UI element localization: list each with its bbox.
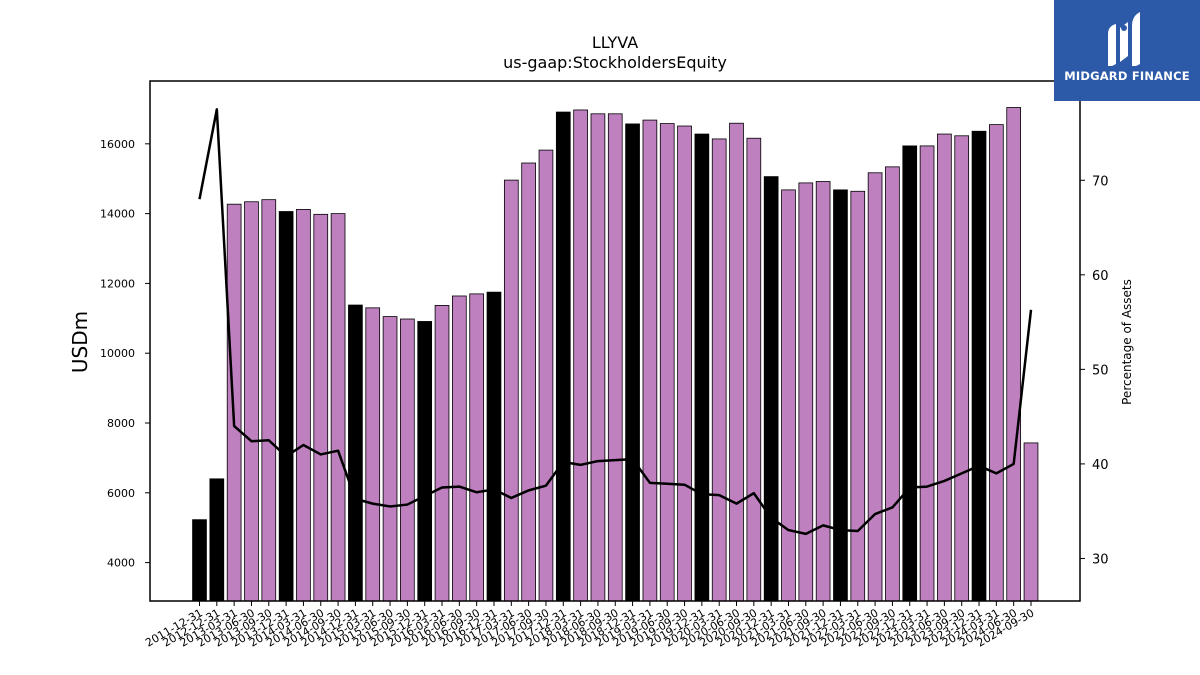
bar-2020-09-30 xyxy=(746,137,762,601)
chart-title: LLYVA xyxy=(592,33,638,52)
bar-2016-06-30 xyxy=(452,295,467,601)
bar-2024-03-31 xyxy=(989,124,1004,601)
y-tick-label: 14000 xyxy=(100,208,135,221)
bar-2018-03-31 xyxy=(573,109,588,601)
y2-tick-label: 50 xyxy=(1092,363,1109,378)
y-tick-label: 6000 xyxy=(107,487,135,500)
bars-layer xyxy=(192,107,1039,601)
bar-2015-06-30 xyxy=(382,316,398,601)
y-tick-label: 4000 xyxy=(107,557,135,570)
bar-2013-09-30 xyxy=(261,199,277,601)
y2-tick-label: 30 xyxy=(1092,552,1109,567)
y2-tick-label: 40 xyxy=(1092,458,1109,473)
bar-2015-03-31 xyxy=(365,307,381,601)
y-tick-label: 8000 xyxy=(107,417,135,430)
bar-2023-06-30 xyxy=(937,133,952,601)
bar-2013-06-30 xyxy=(244,201,259,601)
bar-2013-03-31 xyxy=(226,203,242,601)
bar-2017-12-31 xyxy=(555,111,571,601)
bar-2021-12-31 xyxy=(833,189,848,601)
bar-2017-09-30 xyxy=(538,149,554,601)
bar-2021-03-31 xyxy=(781,189,796,601)
bar-2019-03-31 xyxy=(642,119,658,601)
bar-2016-12-31 xyxy=(486,291,502,601)
bar-2020-03-31 xyxy=(711,138,727,601)
bar-2019-12-31 xyxy=(694,133,710,601)
y-tick-label: 10000 xyxy=(100,347,135,360)
bar-2016-09-30 xyxy=(469,293,484,601)
chart-subtitle: us-gaap:StockholdersEquity xyxy=(503,53,727,72)
bar-2024-06-30 xyxy=(1006,107,1022,601)
bar-2018-12-31 xyxy=(625,123,640,601)
bar-2012-12-31 xyxy=(209,478,225,601)
bar-2023-12-31 xyxy=(971,130,987,601)
line-layer xyxy=(198,108,1033,536)
right-axis: 30 40 50 60 70 xyxy=(1080,174,1109,567)
y2-tick-label: 60 xyxy=(1092,269,1109,284)
y-tick-label: 12000 xyxy=(100,277,135,290)
midgard-logo-icon xyxy=(1108,12,1140,66)
y2-tick-label: 70 xyxy=(1092,174,1109,189)
x-axis: 2011-12-312012-12-312013-03-312013-06-30… xyxy=(143,601,1037,650)
bar-2018-09-30 xyxy=(607,113,623,601)
bar-2018-06-30 xyxy=(590,113,606,601)
bar-2014-06-30 xyxy=(313,213,329,601)
bar-2017-06-30 xyxy=(521,162,536,601)
bar-2022-03-31 xyxy=(850,190,866,601)
bar-2022-12-31 xyxy=(902,145,918,601)
bar-2019-06-30 xyxy=(659,123,675,601)
percentage-of-assets-line xyxy=(198,108,1033,536)
bar-2016-03-31 xyxy=(434,304,450,601)
bar-2024-09-30 xyxy=(1023,442,1039,601)
bar-2013-12-31 xyxy=(278,211,294,601)
bar-2023-09-30 xyxy=(954,135,970,601)
bar-2022-09-30 xyxy=(885,166,900,601)
bar-2014-03-31 xyxy=(296,209,311,601)
bar-2019-09-30 xyxy=(677,125,692,601)
bar-2020-06-30 xyxy=(729,122,744,601)
bar-2015-09-30 xyxy=(400,318,415,601)
bar-2020-12-31 xyxy=(763,176,779,601)
y-axis-label: USDm xyxy=(68,311,92,373)
y2-axis-label: Percentage of Assets xyxy=(1120,279,1134,405)
bar-2022-06-30 xyxy=(867,172,883,601)
bar-2023-03-31 xyxy=(919,145,935,601)
bar-2017-03-31 xyxy=(503,179,519,601)
bar-2011-12-31 xyxy=(192,519,207,601)
bar-2014-12-31 xyxy=(348,304,363,601)
bar-2021-09-30 xyxy=(815,181,831,601)
bar-2021-06-30 xyxy=(798,182,814,601)
midgard-finance-logo: MIDGARD FINANCE xyxy=(1054,0,1200,101)
y-tick-label: 16000 xyxy=(100,138,135,151)
left-axis: 4000 6000 8000 10000 12000 14000 16000 xyxy=(100,138,150,570)
bar-2014-09-30 xyxy=(330,213,346,601)
logo-text: MIDGARD FINANCE xyxy=(1064,69,1190,83)
bar-2015-12-31 xyxy=(417,321,433,601)
